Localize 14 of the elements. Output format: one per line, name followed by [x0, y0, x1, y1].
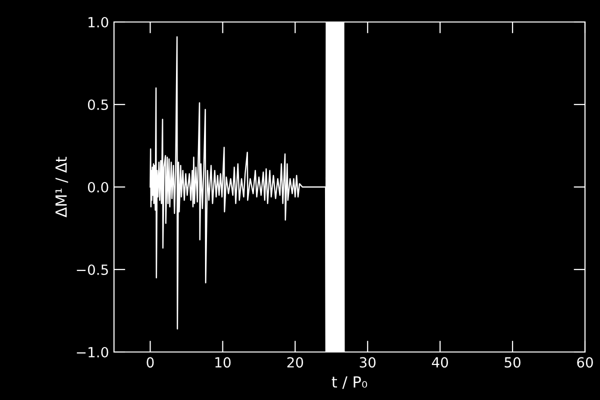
x-tick-label: 40 — [432, 357, 448, 368]
x-tick-label: 30 — [360, 357, 376, 368]
y-tick-label: −0.5 — [76, 264, 108, 275]
y-tick-label: 1.0 — [88, 16, 108, 28]
x-tick-label: 10 — [215, 357, 231, 368]
y-tick-label: 0.5 — [88, 99, 108, 110]
x-tick-label: 50 — [504, 357, 520, 368]
x-tick-label: 0 — [146, 357, 154, 368]
y-tick-label: −1.0 — [76, 346, 108, 358]
x-tick-label: 60 — [577, 357, 593, 368]
x-axis-title: t / P₀ — [332, 376, 368, 389]
x-tick-label: 20 — [287, 357, 304, 368]
y-axis-title: ΔM¹ / Δt — [55, 156, 68, 218]
y-tick-label: 0.0 — [88, 182, 108, 192]
